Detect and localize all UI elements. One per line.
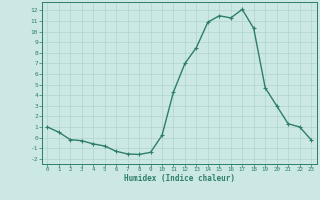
X-axis label: Humidex (Indice chaleur): Humidex (Indice chaleur): [124, 174, 235, 183]
